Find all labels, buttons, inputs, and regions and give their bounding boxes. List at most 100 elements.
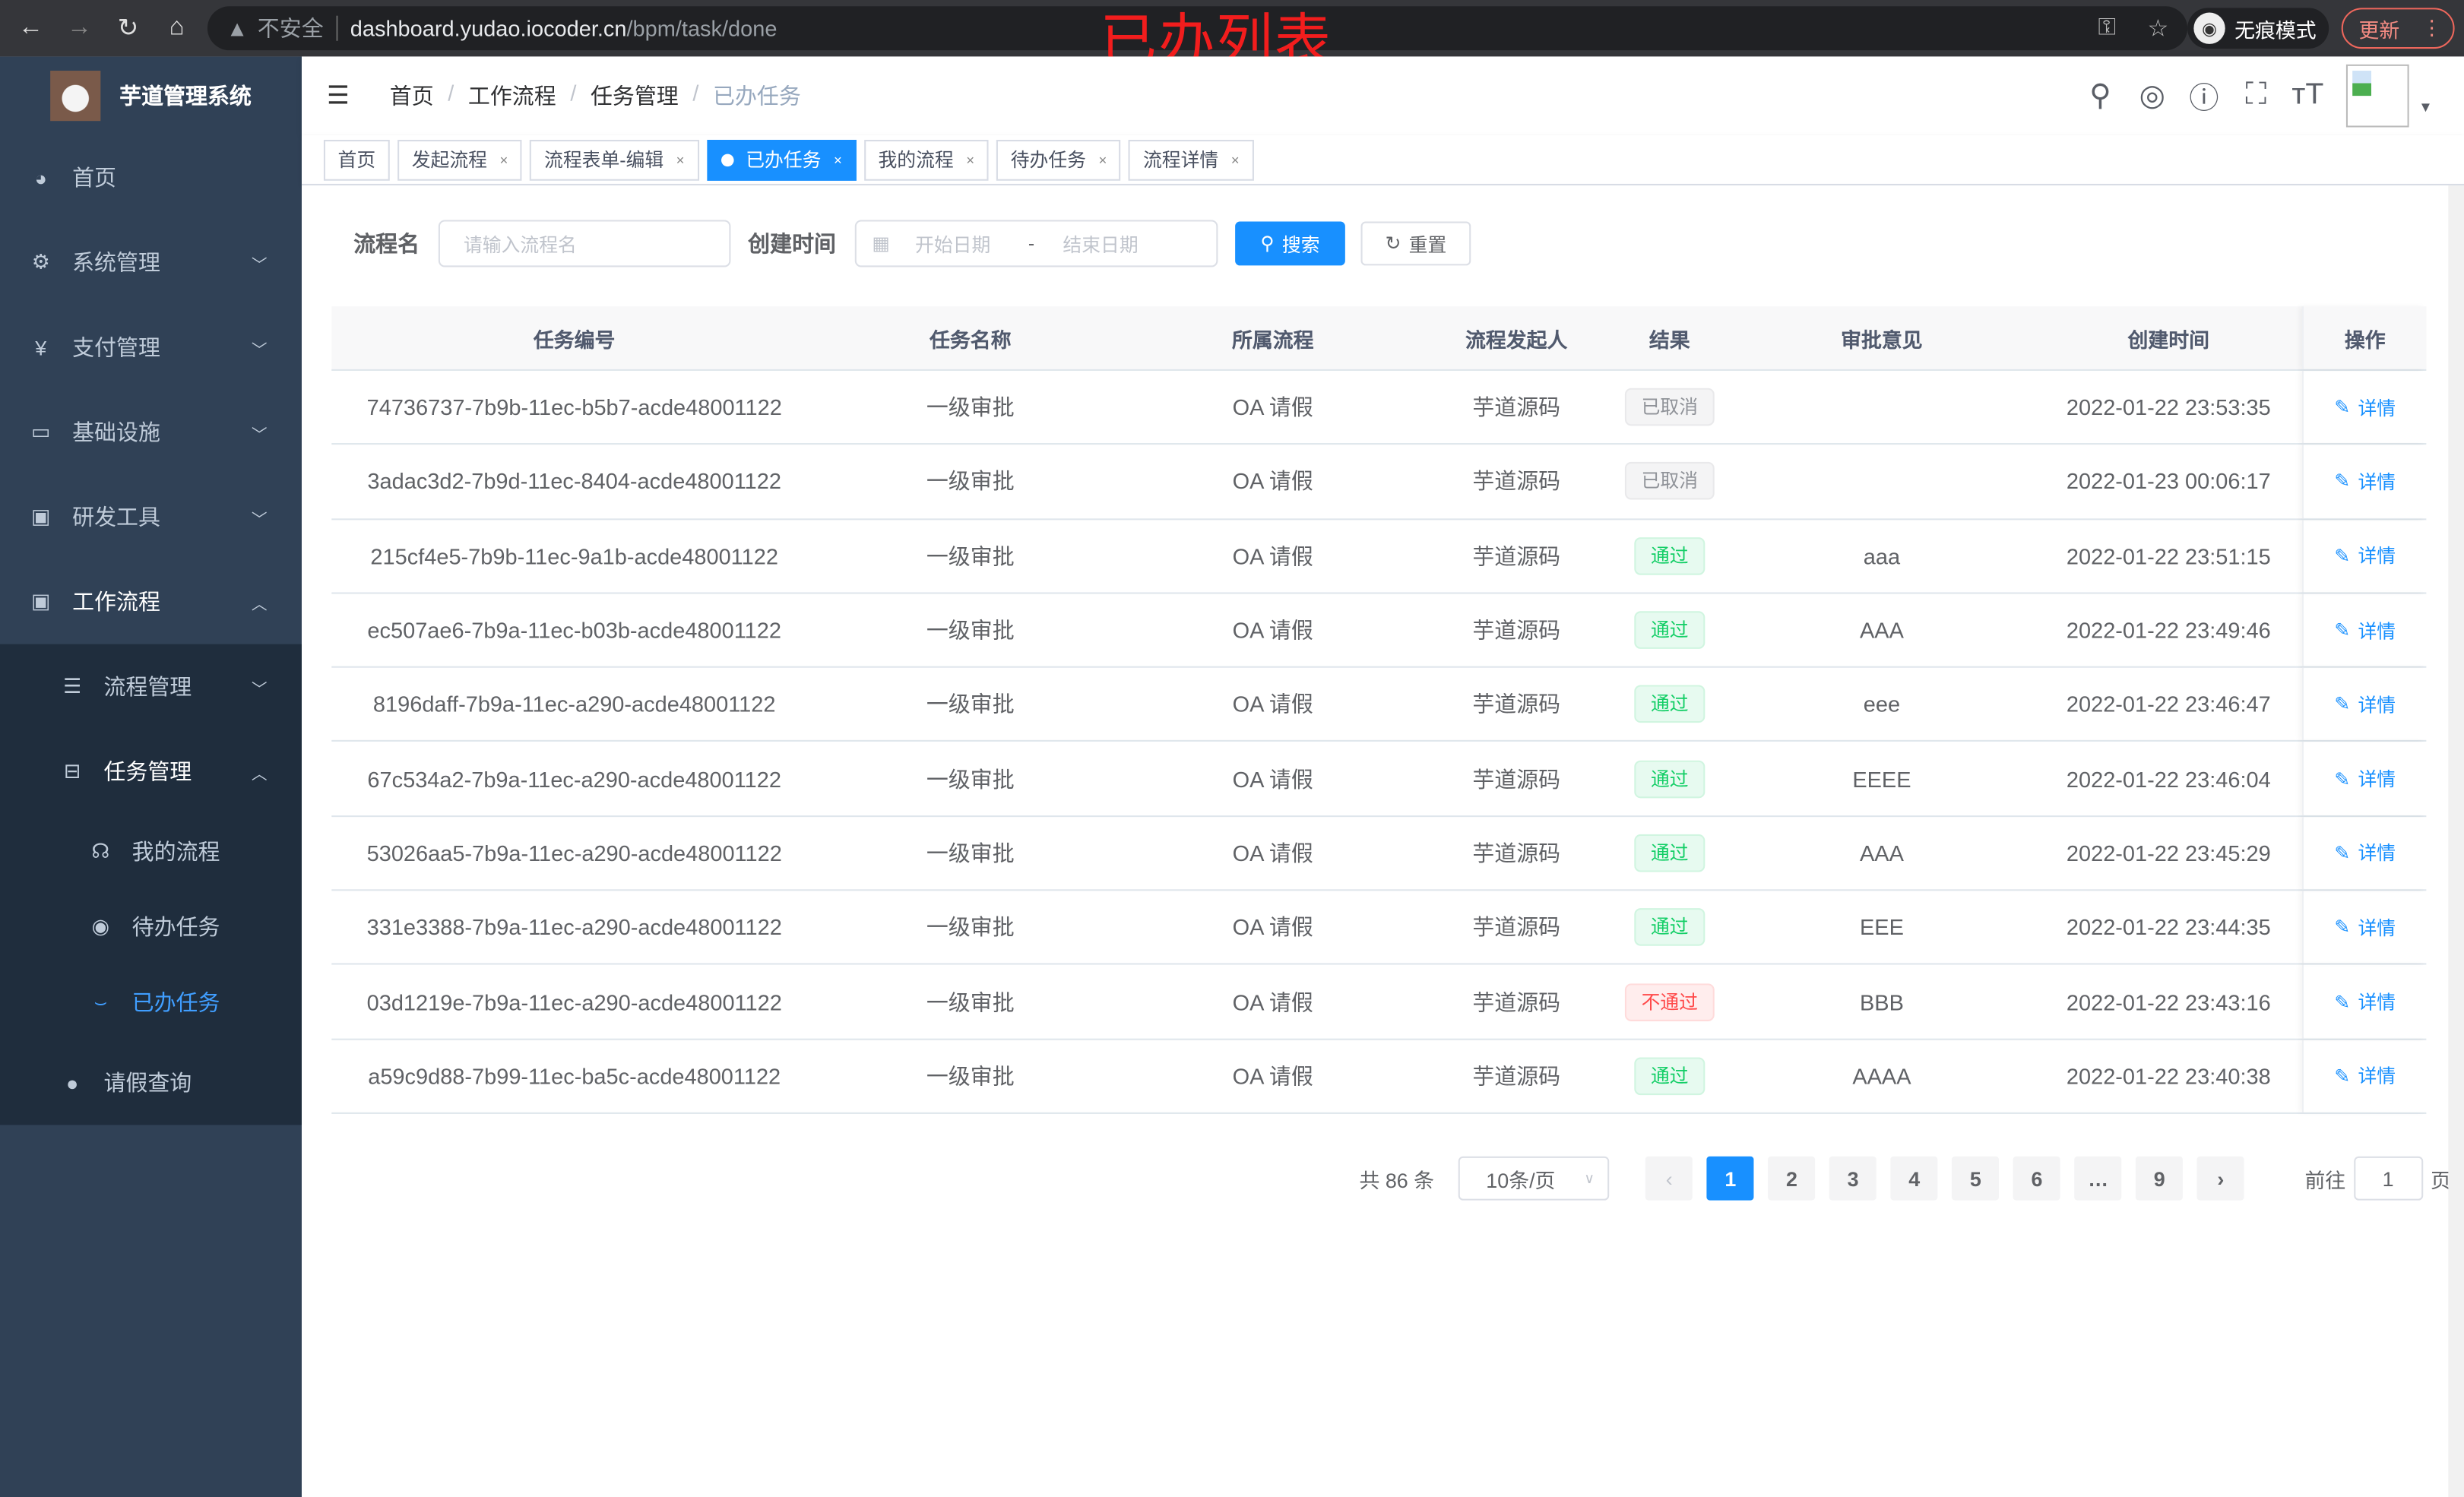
detail-link[interactable]: ✎ 详情 [2334, 840, 2396, 866]
sidebar-item-infra[interactable]: ▭ 基础设施 ﹀ [0, 390, 302, 475]
page-button[interactable]: 5 [1952, 1156, 2000, 1201]
detail-link[interactable]: ✎ 详情 [2334, 691, 2396, 717]
close-icon[interactable]: × [676, 151, 685, 168]
search-icon: ⚲ [1260, 233, 1275, 255]
toolbox-icon: ▣ [31, 504, 51, 528]
edit-icon: ✎ [2334, 693, 2351, 716]
action-cell: ✎ 详情 [2302, 668, 2426, 741]
page-button[interactable]: … [2074, 1156, 2122, 1201]
column-header: 流程发起人 [1465, 328, 1568, 352]
home-icon[interactable]: ⌂ [169, 14, 185, 41]
process-name: OA 请假 [1232, 469, 1313, 495]
close-icon[interactable]: × [966, 151, 975, 168]
tag-form-edit[interactable]: 流程表单-编辑 × [530, 138, 699, 180]
sidebar-item-leave[interactable]: ● 请假查询 [0, 1040, 302, 1125]
breadcrumb-item[interactable]: 任务管理 [590, 83, 679, 109]
breadcrumb-item: 已办任务 [713, 83, 801, 109]
logo[interactable]: 芋道管理系统 [0, 56, 302, 135]
tag-home[interactable]: 首页 [323, 138, 390, 180]
page-size-value: 10条/页 [1486, 1168, 1556, 1192]
date-range-input[interactable]: ▦ 开始日期 - 结束日期 [854, 220, 1218, 267]
hamburger-icon[interactable]: ☰ [327, 83, 350, 110]
avatar[interactable] [2346, 64, 2409, 128]
page-size-select[interactable]: 10条/页 ∨ [1458, 1156, 1609, 1201]
close-icon[interactable]: × [499, 151, 508, 168]
detail-link[interactable]: ✎ 详情 [2334, 543, 2396, 569]
reset-button[interactable]: ↻ 重置 [1360, 221, 1471, 266]
close-icon[interactable]: × [1098, 151, 1107, 168]
starter: 芋道源码 [1472, 989, 1561, 1014]
key-icon[interactable]: ⚿ [2098, 14, 2117, 41]
menu-label: 流程管理 [103, 674, 192, 700]
starter: 芋道源码 [1472, 617, 1561, 643]
page-button[interactable]: 3 [1829, 1156, 1877, 1201]
detail-link[interactable]: ✎ 详情 [2334, 617, 2396, 644]
page-button[interactable]: 2 [1768, 1156, 1816, 1201]
help-icon[interactable]: ⓘ [2189, 82, 2219, 116]
sidebar-item-workflow[interactable]: ▣ 工作流程 ︿ [0, 559, 302, 644]
search-button[interactable]: ⚲ 搜索 [1235, 221, 1345, 266]
more-icon[interactable]: ⋮ [2421, 15, 2443, 40]
comment: eee [1863, 692, 1901, 717]
prev-page-button[interactable]: ‹ [1645, 1156, 1693, 1201]
address-bar[interactable]: ▲ 不安全 dashboard.yudao.iocoder.cn/bpm/tas… [207, 6, 2188, 51]
detail-link[interactable]: ✎ 详情 [2334, 394, 2396, 420]
page-button[interactable]: 4 [1890, 1156, 1938, 1201]
sidebar-item-done[interactable]: ⌣ 已办任务 [0, 965, 302, 1040]
tag-my-process[interactable]: 我的流程 × [863, 138, 989, 180]
detail-link[interactable]: ✎ 详情 [2334, 1062, 2396, 1089]
tag-todo[interactable]: 待办任务 × [996, 138, 1122, 180]
edit-icon: ✎ [2334, 990, 2351, 1013]
incognito-badge[interactable]: ◉ 无痕模式 [2187, 8, 2329, 49]
sidebar-item-todo[interactable]: ◉ 待办任务 [0, 889, 302, 964]
next-page-button[interactable]: › [2196, 1156, 2244, 1201]
menu-label: 首页 [72, 165, 117, 191]
detail-link[interactable]: ✎ 详情 [2334, 468, 2396, 495]
close-icon[interactable]: × [1230, 151, 1240, 168]
goto-page-input[interactable]: 1 [2353, 1156, 2423, 1201]
breadcrumb-item[interactable]: 首页 [389, 83, 434, 109]
task-table: 任务编号 任务名称 所属流程 流程发起人 结果 审批意见 创建时间 操作 747… [331, 306, 2427, 1114]
star-icon[interactable]: ☆ [2147, 15, 2169, 43]
menu-label: 请假查询 [103, 1070, 192, 1096]
back-icon[interactable]: ← [17, 14, 43, 41]
page-scrollbar[interactable] [2448, 185, 2464, 1497]
browser-toolbar: ← → ↻ ⌂ ▲ 不安全 dashboard.yudao.iocoder.cn… [0, 0, 2464, 57]
sidebar-item-task-manage[interactable]: ⊟ 任务管理 ︿ [0, 729, 302, 814]
sidebar-item-devtools[interactable]: ▣ 研发工具 ﹀ [0, 474, 302, 559]
menu-label: 任务管理 [103, 758, 192, 784]
edit-icon: ✎ [2334, 470, 2351, 493]
detail-link[interactable]: ✎ 详情 [2334, 765, 2396, 792]
tag-start-process[interactable]: 发起流程 × [397, 138, 523, 180]
close-icon[interactable]: × [834, 151, 842, 168]
column-header: 创建时间 [2127, 328, 2210, 352]
detail-link[interactable]: ✎ 详情 [2334, 914, 2396, 941]
breadcrumb-item[interactable]: 工作流程 [467, 83, 556, 109]
detail-link[interactable]: ✎ 详情 [2334, 989, 2396, 1015]
page-button[interactable]: 9 [2136, 1156, 2184, 1201]
action-cell: ✎ 详情 [2302, 445, 2426, 518]
status-badge: 通过 [1635, 759, 1705, 798]
sidebar-item-process-manage[interactable]: ☰ 流程管理 ﹀ [0, 644, 302, 730]
update-button[interactable]: 更新 ⋮ [2341, 8, 2455, 49]
tag-done-tasks[interactable]: 已办任务 × [706, 138, 857, 180]
status-badge: 不通过 [1625, 983, 1714, 1021]
create-time: 2022-01-22 23:53:35 [2066, 394, 2271, 420]
fullscreen-icon[interactable]: ⛶ [2245, 78, 2266, 112]
sidebar-item-system[interactable]: ⚙ 系统管理 ﹀ [0, 220, 302, 305]
sidebar-item-my-process[interactable]: ☊ 我的流程 [0, 814, 302, 889]
font-size-icon[interactable]: ᴛT [2291, 78, 2324, 112]
forward-icon[interactable]: → [66, 14, 92, 41]
search-icon[interactable]: ⚲ [2089, 79, 2111, 112]
caret-down-icon[interactable]: ▼ [2418, 99, 2433, 115]
page-button[interactable]: 1 [1706, 1156, 1754, 1201]
eye-closed-icon: ⌣ [93, 989, 108, 1014]
column-header: 任务编号 [533, 328, 616, 352]
sidebar-item-pay[interactable]: ¥ 支付管理 ﹀ [0, 305, 302, 390]
process-name-input[interactable]: 请输入流程名 [438, 220, 731, 267]
tag-process-detail[interactable]: 流程详情 × [1129, 138, 1254, 180]
github-icon[interactable]: ◎ [2139, 79, 2165, 112]
page-button[interactable]: 6 [2013, 1156, 2061, 1201]
reload-icon[interactable]: ↻ [117, 15, 139, 43]
sidebar-item-home[interactable]: ◕ 首页 [0, 135, 302, 220]
